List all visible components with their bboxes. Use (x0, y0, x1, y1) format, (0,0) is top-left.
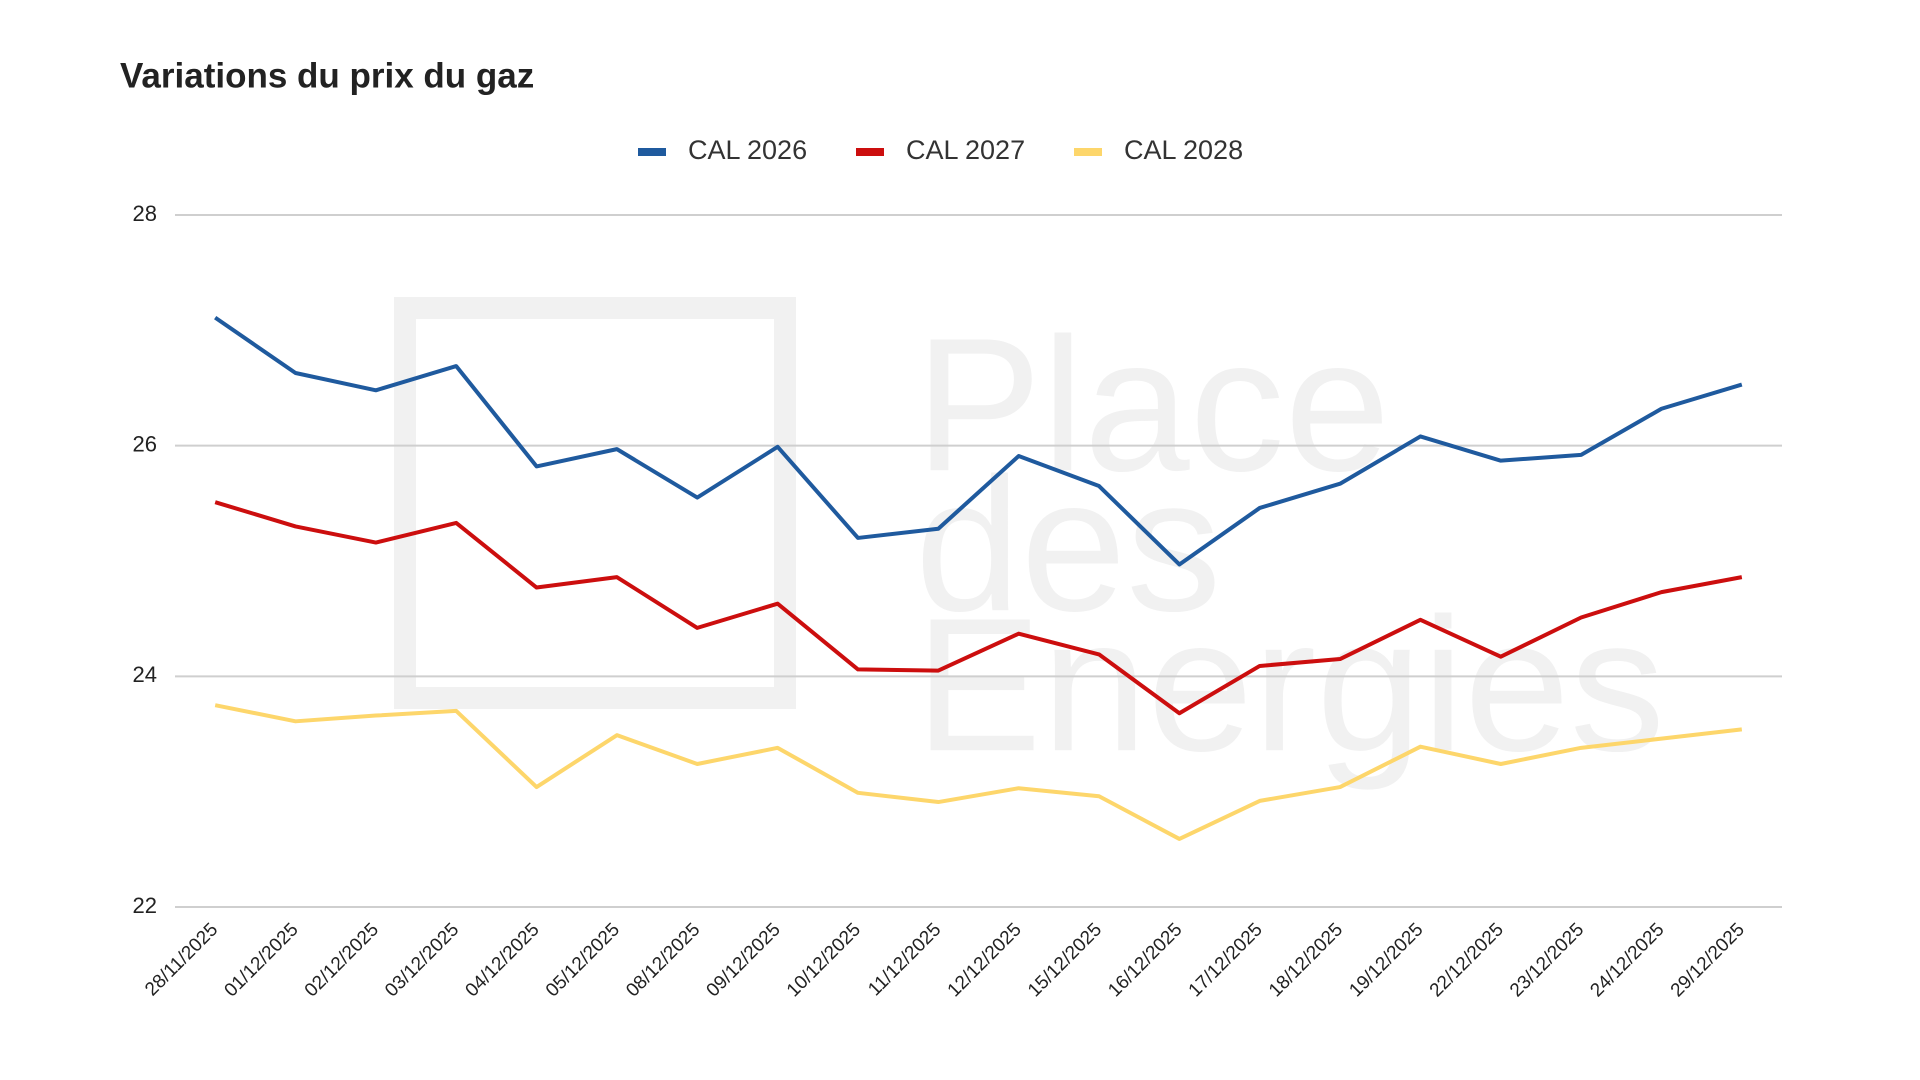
y-tick-label: 24 (133, 662, 157, 687)
x-tick-label: 02/12/2025 (301, 919, 383, 1001)
legend-label: CAL 2026 (688, 135, 807, 165)
x-tick-label: 09/12/2025 (703, 919, 785, 1001)
y-tick-label: 28 (133, 201, 157, 226)
chart-title: Variations du prix du gaz (120, 56, 534, 95)
legend-label: CAL 2028 (1124, 135, 1243, 165)
y-tick-label: 22 (133, 893, 157, 918)
x-tick-label: 23/12/2025 (1506, 919, 1588, 1001)
x-tick-label: 17/12/2025 (1185, 919, 1267, 1001)
x-tick-label: 03/12/2025 (381, 919, 463, 1001)
x-tick-label: 01/12/2025 (221, 919, 303, 1001)
series-line (214, 315, 1743, 567)
legend-label: CAL 2027 (906, 135, 1025, 165)
legend-swatch (1074, 148, 1102, 156)
x-tick-label: 19/12/2025 (1345, 919, 1427, 1001)
x-tick-label: 10/12/2025 (783, 919, 865, 1001)
series-line (214, 703, 1743, 841)
x-tick-label: 16/12/2025 (1104, 919, 1186, 1001)
legend-swatch (638, 148, 666, 156)
x-tick-label: 29/12/2025 (1667, 919, 1749, 1001)
x-tick-label: 04/12/2025 (462, 919, 544, 1001)
watermark: Energies (915, 579, 1665, 791)
x-tick-label: 12/12/2025 (944, 919, 1026, 1001)
x-tick-label: 28/11/2025 (141, 919, 222, 1000)
x-tick-label: 22/12/2025 (1426, 919, 1508, 1001)
legend-swatch (856, 148, 884, 156)
watermark-logo (394, 297, 796, 709)
x-tick-label: 11/12/2025 (864, 919, 945, 1000)
y-tick-label: 26 (133, 431, 157, 456)
series-line (214, 500, 1743, 716)
x-tick-label: 05/12/2025 (542, 919, 624, 1001)
x-tick-label: 24/12/2025 (1586, 919, 1668, 1001)
x-tick-label: 15/12/2025 (1024, 919, 1106, 1001)
x-tick-label: 18/12/2025 (1265, 919, 1347, 1001)
x-tick-label: 08/12/2025 (622, 919, 704, 1001)
